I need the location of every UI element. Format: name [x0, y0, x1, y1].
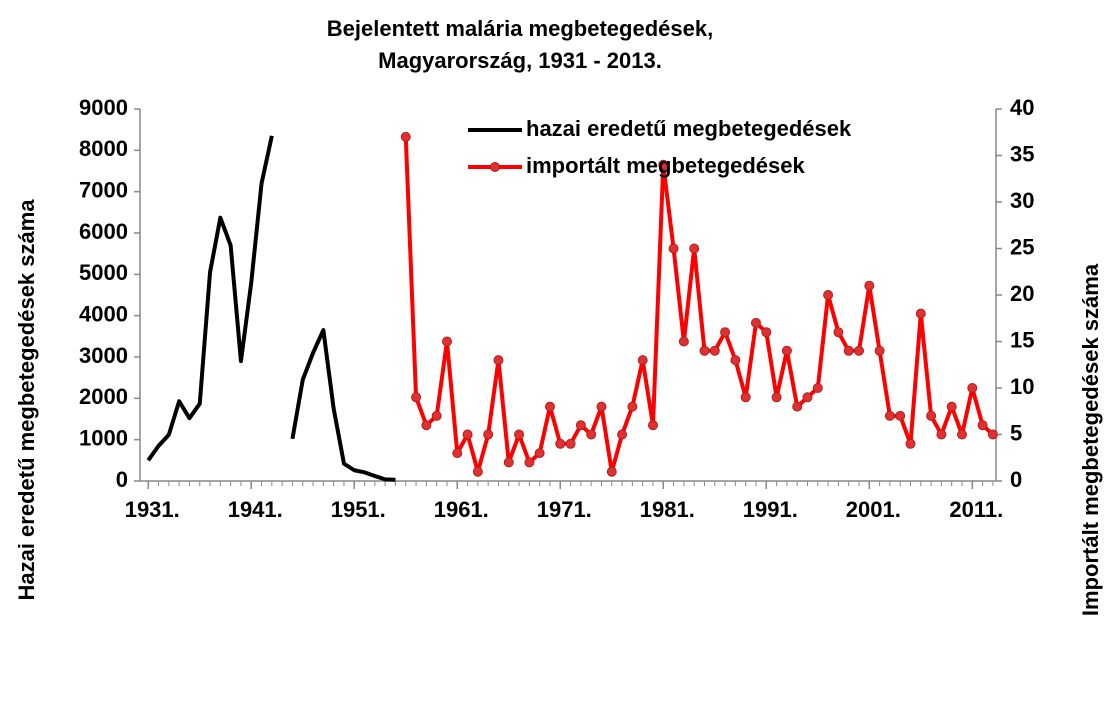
- series-marker: [452, 448, 463, 459]
- y-tick-label: 8000: [79, 136, 128, 161]
- series-marker: [843, 345, 854, 356]
- series-marker: [627, 401, 638, 412]
- y2-tick-label: 40: [1010, 95, 1034, 120]
- y2-tick-label: 20: [1010, 281, 1034, 306]
- series-marker: [534, 448, 545, 459]
- series-marker: [987, 429, 998, 440]
- series-marker: [617, 429, 628, 440]
- x-tick-label: 1931.: [125, 497, 180, 522]
- legend-label: importált megbetegedések: [526, 153, 806, 178]
- x-tick-label: 1961.: [434, 497, 489, 522]
- series-marker: [781, 345, 792, 356]
- series-marker: [771, 392, 782, 403]
- series-marker: [668, 243, 679, 254]
- y-tick-label: 6000: [79, 219, 128, 244]
- y-tick-label: 5000: [79, 260, 128, 285]
- y2-tick-label: 10: [1010, 374, 1034, 399]
- series-marker: [524, 457, 535, 468]
- series-marker: [421, 420, 432, 431]
- series-marker: [699, 345, 710, 356]
- x-tick-label: 2011.: [949, 497, 1003, 522]
- series-line: [290, 328, 396, 482]
- y2-tick-label: 5: [1010, 420, 1022, 445]
- series-marker: [720, 327, 731, 338]
- series-marker: [637, 355, 648, 366]
- series-marker: [905, 438, 916, 449]
- x-tick-label: 1941.: [228, 497, 283, 522]
- series-marker: [946, 401, 957, 412]
- series-marker: [411, 392, 422, 403]
- y-axis-title: Hazai eredetű megbetegedések száma: [14, 199, 39, 601]
- x-tick-label: 1971.: [537, 497, 592, 522]
- x-tick-label: 1951.: [331, 497, 386, 522]
- series-marker: [565, 438, 576, 449]
- y2-tick-label: 35: [1010, 141, 1034, 166]
- series-marker: [462, 429, 473, 440]
- series-marker: [864, 280, 875, 291]
- y-tick-label: 9000: [79, 95, 128, 120]
- series-marker: [792, 401, 803, 412]
- series-marker: [575, 420, 586, 431]
- series-marker: [761, 327, 772, 338]
- series-marker: [606, 466, 617, 477]
- y-tick-label: 2000: [79, 384, 128, 409]
- chart-subtitle: Magyarország, 1931 - 2013.: [378, 48, 662, 73]
- chart-title: Bejelentett malária megbetegedések,: [327, 16, 713, 41]
- y2-tick-label: 30: [1010, 188, 1034, 213]
- series-marker: [709, 345, 720, 356]
- series-marker: [689, 243, 700, 254]
- series-marker: [483, 429, 494, 440]
- y2-axis-title: Importált megbetegedések száma: [1078, 263, 1103, 616]
- y-tick-label: 3000: [79, 343, 128, 368]
- series-marker: [750, 317, 761, 328]
- x-tick-label: 2001.: [846, 497, 901, 522]
- series-marker: [884, 410, 895, 421]
- series-marker: [833, 327, 844, 338]
- series-marker: [812, 383, 823, 393]
- series-marker: [802, 392, 813, 403]
- y-tick-label: 7000: [79, 177, 128, 202]
- series-marker: [441, 336, 452, 347]
- series-marker: [586, 429, 597, 440]
- series-marker: [514, 429, 525, 440]
- series-marker: [658, 159, 669, 170]
- y2-tick-label: 15: [1010, 327, 1034, 352]
- series-marker: [503, 457, 514, 468]
- series-marker: [967, 383, 978, 393]
- series-marker: [400, 131, 411, 142]
- series-marker: [544, 401, 555, 412]
- y2-tick-label: 25: [1010, 234, 1034, 259]
- series-marker: [472, 466, 483, 477]
- series-marker: [895, 410, 906, 421]
- series-line: [403, 136, 995, 474]
- legend-marker: [490, 162, 500, 172]
- y-tick-label: 1000: [79, 425, 128, 450]
- y-tick-label: 0: [116, 467, 128, 492]
- x-tick-label: 1981.: [640, 497, 695, 522]
- x-tick-label: 1991.: [743, 497, 798, 522]
- series-marker: [926, 410, 937, 421]
- series-marker: [936, 429, 947, 440]
- series-marker: [957, 429, 968, 440]
- series-marker: [596, 401, 607, 412]
- series-marker: [823, 290, 834, 300]
- legend-label: hazai eredetű megbetegedések: [526, 116, 852, 141]
- series-marker: [555, 438, 566, 449]
- series-marker: [915, 308, 926, 319]
- series-marker: [874, 345, 885, 356]
- series-line: [146, 135, 274, 462]
- series-marker: [678, 336, 689, 347]
- series-marker: [431, 410, 442, 421]
- series-marker: [740, 392, 751, 403]
- series-marker: [853, 345, 864, 356]
- y2-tick-label: 0: [1010, 467, 1022, 492]
- series-marker: [493, 355, 504, 366]
- series-marker: [977, 420, 988, 431]
- series-marker: [730, 355, 741, 366]
- series-marker: [647, 420, 658, 431]
- y-tick-label: 4000: [79, 301, 128, 326]
